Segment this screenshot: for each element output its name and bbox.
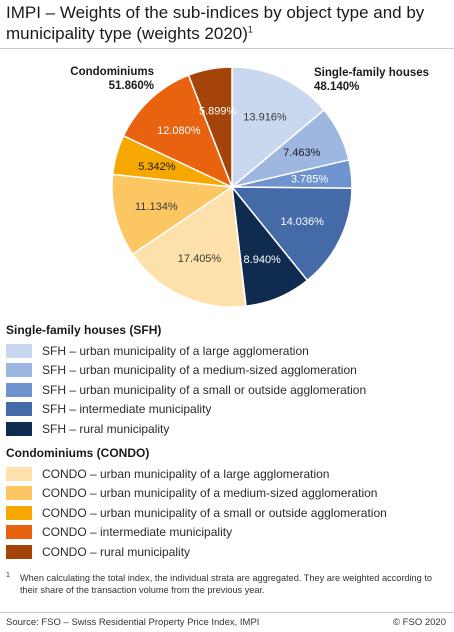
- legend-label: SFH – urban municipality of a small or o…: [42, 382, 367, 397]
- condominiums-callout-label: Condominiums: [70, 66, 154, 78]
- pie-slice-6: [131, 185, 247, 308]
- legend-swatch: [6, 486, 32, 500]
- pie-value-labels: 13.916% 7.463% 3.785% 14.036% 8.940% 17.405% 1…: [135, 105, 328, 266]
- legend-sfh-title: Single-family houses (SFH): [6, 323, 162, 337]
- condo-legend-item-2: CONDO – urban municipality of a medium-s…: [6, 486, 377, 501]
- legend-label: SFH – urban municipality of a large aggl…: [42, 343, 309, 358]
- legend-swatch: [6, 363, 32, 377]
- pie-value-label-9: 12.080%: [157, 125, 201, 137]
- legend-label: CONDO – urban municipality of a small or…: [42, 505, 387, 520]
- sfh-legend-item-3: SFH – urban municipality of a small or o…: [6, 382, 366, 397]
- legend-swatch: [6, 421, 32, 436]
- pie-value-label-5: 8.940%: [244, 254, 282, 266]
- footer-divider: [0, 612, 454, 613]
- single-family-callout-value: 48.140%: [314, 81, 360, 93]
- sfh-legend-item-4: SFH – intermediate municipality: [6, 402, 211, 417]
- legend-label: SFH – urban municipality of a medium-siz…: [42, 363, 357, 377]
- legend-condo-title: Condominiums (CONDO): [6, 446, 150, 460]
- legend-label: CONDO – rural municipality: [42, 544, 191, 559]
- condominiums-callout: Condominiums 51.860%: [44, 65, 154, 93]
- single-family-callout-label: Single-family houses: [314, 67, 430, 79]
- pie-slice-7: [111, 173, 235, 256]
- pie-slice-10: [187, 66, 233, 188]
- pie-value-label-3: 3.785%: [291, 174, 329, 186]
- title-divider: [0, 48, 454, 49]
- legend-label: CONDO – urban municipality of a medium-s…: [42, 486, 378, 500]
- pie-value-label-8: 5.342%: [138, 161, 176, 173]
- legend-swatch: [6, 343, 32, 358]
- pie-chart: 13.916% 7.463% 3.785% 14.036% 8.940% 17.405% 1…: [111, 66, 353, 308]
- footnote: 1 When calculating the total index, the …: [6, 572, 446, 596]
- legend-label: CONDO – intermediate municipality: [42, 525, 233, 539]
- pie-value-label-1: 13.916%: [243, 111, 287, 123]
- legend-label: SFH – intermediate municipality: [42, 402, 212, 416]
- title-footnote-mark: 1: [247, 24, 253, 35]
- condo-legend-item-5: CONDO – rural municipality: [6, 544, 190, 559]
- legend-swatch: [6, 402, 32, 416]
- pie-value-label-7: 11.134%: [135, 201, 178, 213]
- legend-label: CONDO – urban municipality of a large ag…: [42, 466, 330, 481]
- sfh-legend-item-5: SFH – rural municipality: [6, 421, 169, 436]
- legend-swatch: [6, 382, 32, 397]
- legend-swatch: [6, 525, 32, 539]
- pie-value-label-4: 14.036%: [280, 216, 324, 228]
- pie-slices: [111, 66, 353, 308]
- chart-title: IMPI – Weights of the sub-indices by obj…: [6, 2, 446, 44]
- footnote-text: When calculating the total index, the in…: [20, 573, 432, 595]
- sfh-legend-item-2: SFH – urban municipality of a medium-siz…: [6, 363, 357, 378]
- source-note: Source: FSO – Swiss Residential Property…: [6, 617, 260, 628]
- condo-legend-item-1: CONDO – urban municipality of a large ag…: [6, 466, 329, 481]
- condominiums-callout-value: 51.860%: [108, 80, 154, 92]
- sfh-legend-item-1: SFH – urban municipality of a large aggl…: [6, 343, 309, 358]
- copyright: © FSO 2020: [393, 617, 446, 628]
- footnote-mark: 1: [6, 572, 10, 579]
- condo-legend-item-4: CONDO – intermediate municipality: [6, 525, 232, 540]
- pie-value-label-6: 17.405%: [178, 253, 222, 265]
- pie-value-label-10: 5.899%: [199, 105, 237, 117]
- legend-label: SFH – rural municipality: [42, 421, 170, 436]
- condo-legend-item-3: CONDO – urban municipality of a small or…: [6, 505, 387, 520]
- pie-slice-1: [231, 66, 326, 189]
- pie-value-label-2: 7.463%: [283, 147, 321, 159]
- legend-swatch: [6, 466, 32, 481]
- legend-swatch: [6, 505, 32, 520]
- single-family-callout: Single-family houses 48.140%: [314, 66, 454, 94]
- legend-swatch: [6, 544, 32, 559]
- pie-slice-4: [230, 186, 353, 282]
- chart-title-text: IMPI – Weights of the sub-indices by obj…: [6, 3, 425, 43]
- pie-slice-9: [122, 74, 234, 189]
